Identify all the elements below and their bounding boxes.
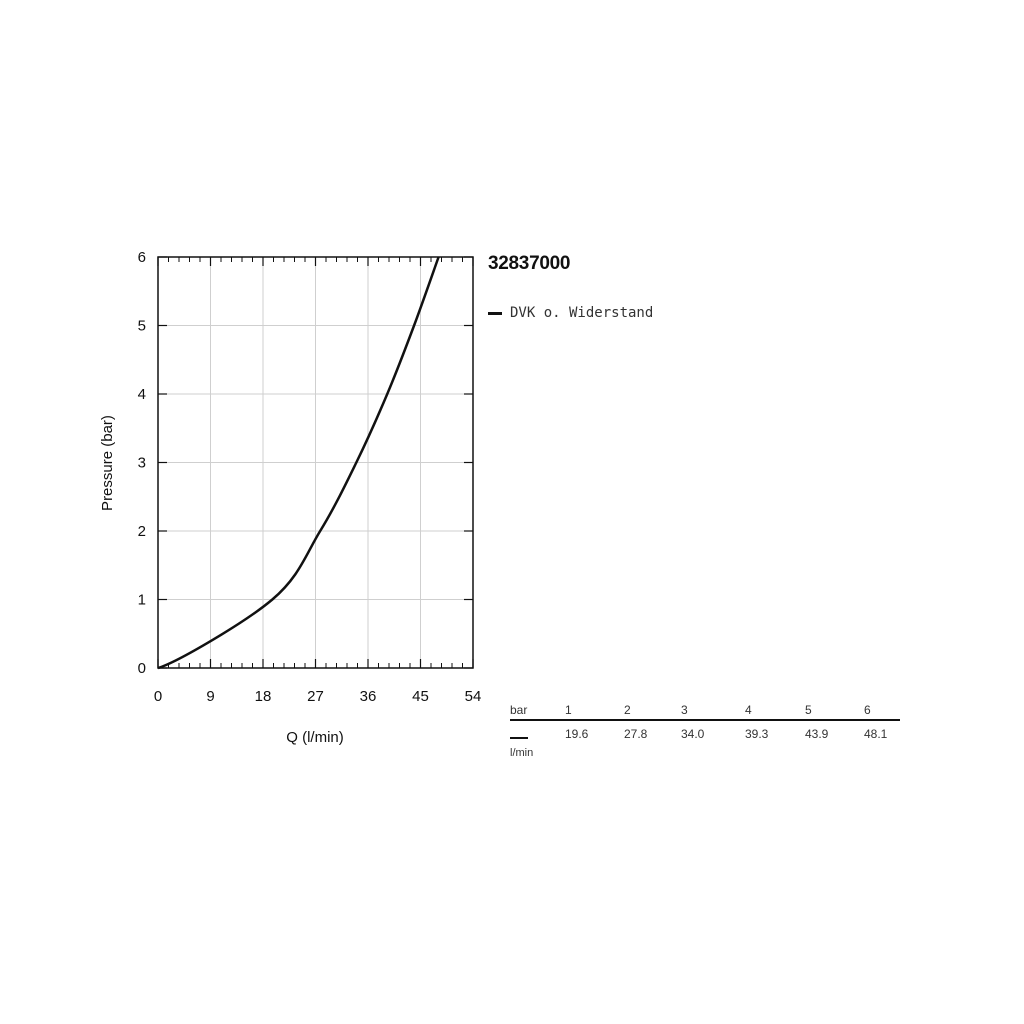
legend: DVK o. Widerstand: [488, 303, 653, 323]
x-tick-label: 0: [154, 688, 162, 705]
series-line-dvk: [157, 256, 440, 670]
x-axis-label: Q (l/min): [286, 729, 344, 746]
table-row-unit: l/min: [510, 747, 534, 759]
x-tick-label: 54: [465, 688, 482, 705]
table-cell: 19.6: [565, 727, 589, 741]
grid-lines: [158, 257, 473, 668]
x-tick-label: 36: [360, 688, 377, 705]
table-cell: 39.3: [745, 727, 769, 741]
table-header-cell: 3: [681, 703, 688, 717]
y-tick-label: 0: [138, 660, 146, 677]
x-tick-label: 18: [255, 688, 272, 705]
plot-frame: [157, 256, 474, 669]
table-cell: 27.8: [624, 727, 648, 741]
y-tick-label: 4: [138, 386, 146, 403]
table-header-cell: 6: [864, 703, 871, 717]
y-tick-label: 3: [138, 455, 146, 472]
table-header-row: bar 1 2 3 4 5 6: [510, 703, 900, 721]
table-header-cell: 1: [565, 703, 572, 717]
flow-table: bar 1 2 3 4 5 6 l/min 19.6 27.8 34.0 39.…: [510, 703, 900, 761]
chart-title: 32837000: [488, 253, 571, 274]
table-header-cell: 2: [624, 703, 631, 717]
table-header-unit: bar: [510, 703, 528, 717]
y-tick-label: 6: [138, 249, 146, 266]
x-tick-label: 27: [307, 688, 324, 705]
table-header-cell: 4: [745, 703, 752, 717]
table-cell: 48.1: [864, 727, 888, 741]
table-row-swatch: [510, 737, 528, 739]
legend-swatch: [488, 311, 502, 315]
y-axis-label: Pressure (bar): [99, 415, 116, 511]
table-cell: 43.9: [805, 727, 829, 741]
y-tick-label: 1: [138, 592, 146, 609]
y-tick-labels: 0 1 2 3 4 5 6: [138, 249, 146, 677]
table-cell: 34.0: [681, 727, 705, 741]
x-tick-labels: 0 9 18 27 36 45 54: [154, 688, 482, 705]
table-row: l/min 19.6 27.8 34.0 39.3 43.9 48.1: [510, 727, 900, 761]
legend-label: DVK o. Widerstand: [510, 305, 654, 321]
y-tick-label: 2: [138, 523, 146, 540]
table-header-cell: 5: [805, 703, 812, 717]
x-tick-label: 45: [412, 688, 429, 705]
x-tick-label: 9: [206, 688, 214, 705]
y-tick-label: 5: [138, 318, 146, 335]
